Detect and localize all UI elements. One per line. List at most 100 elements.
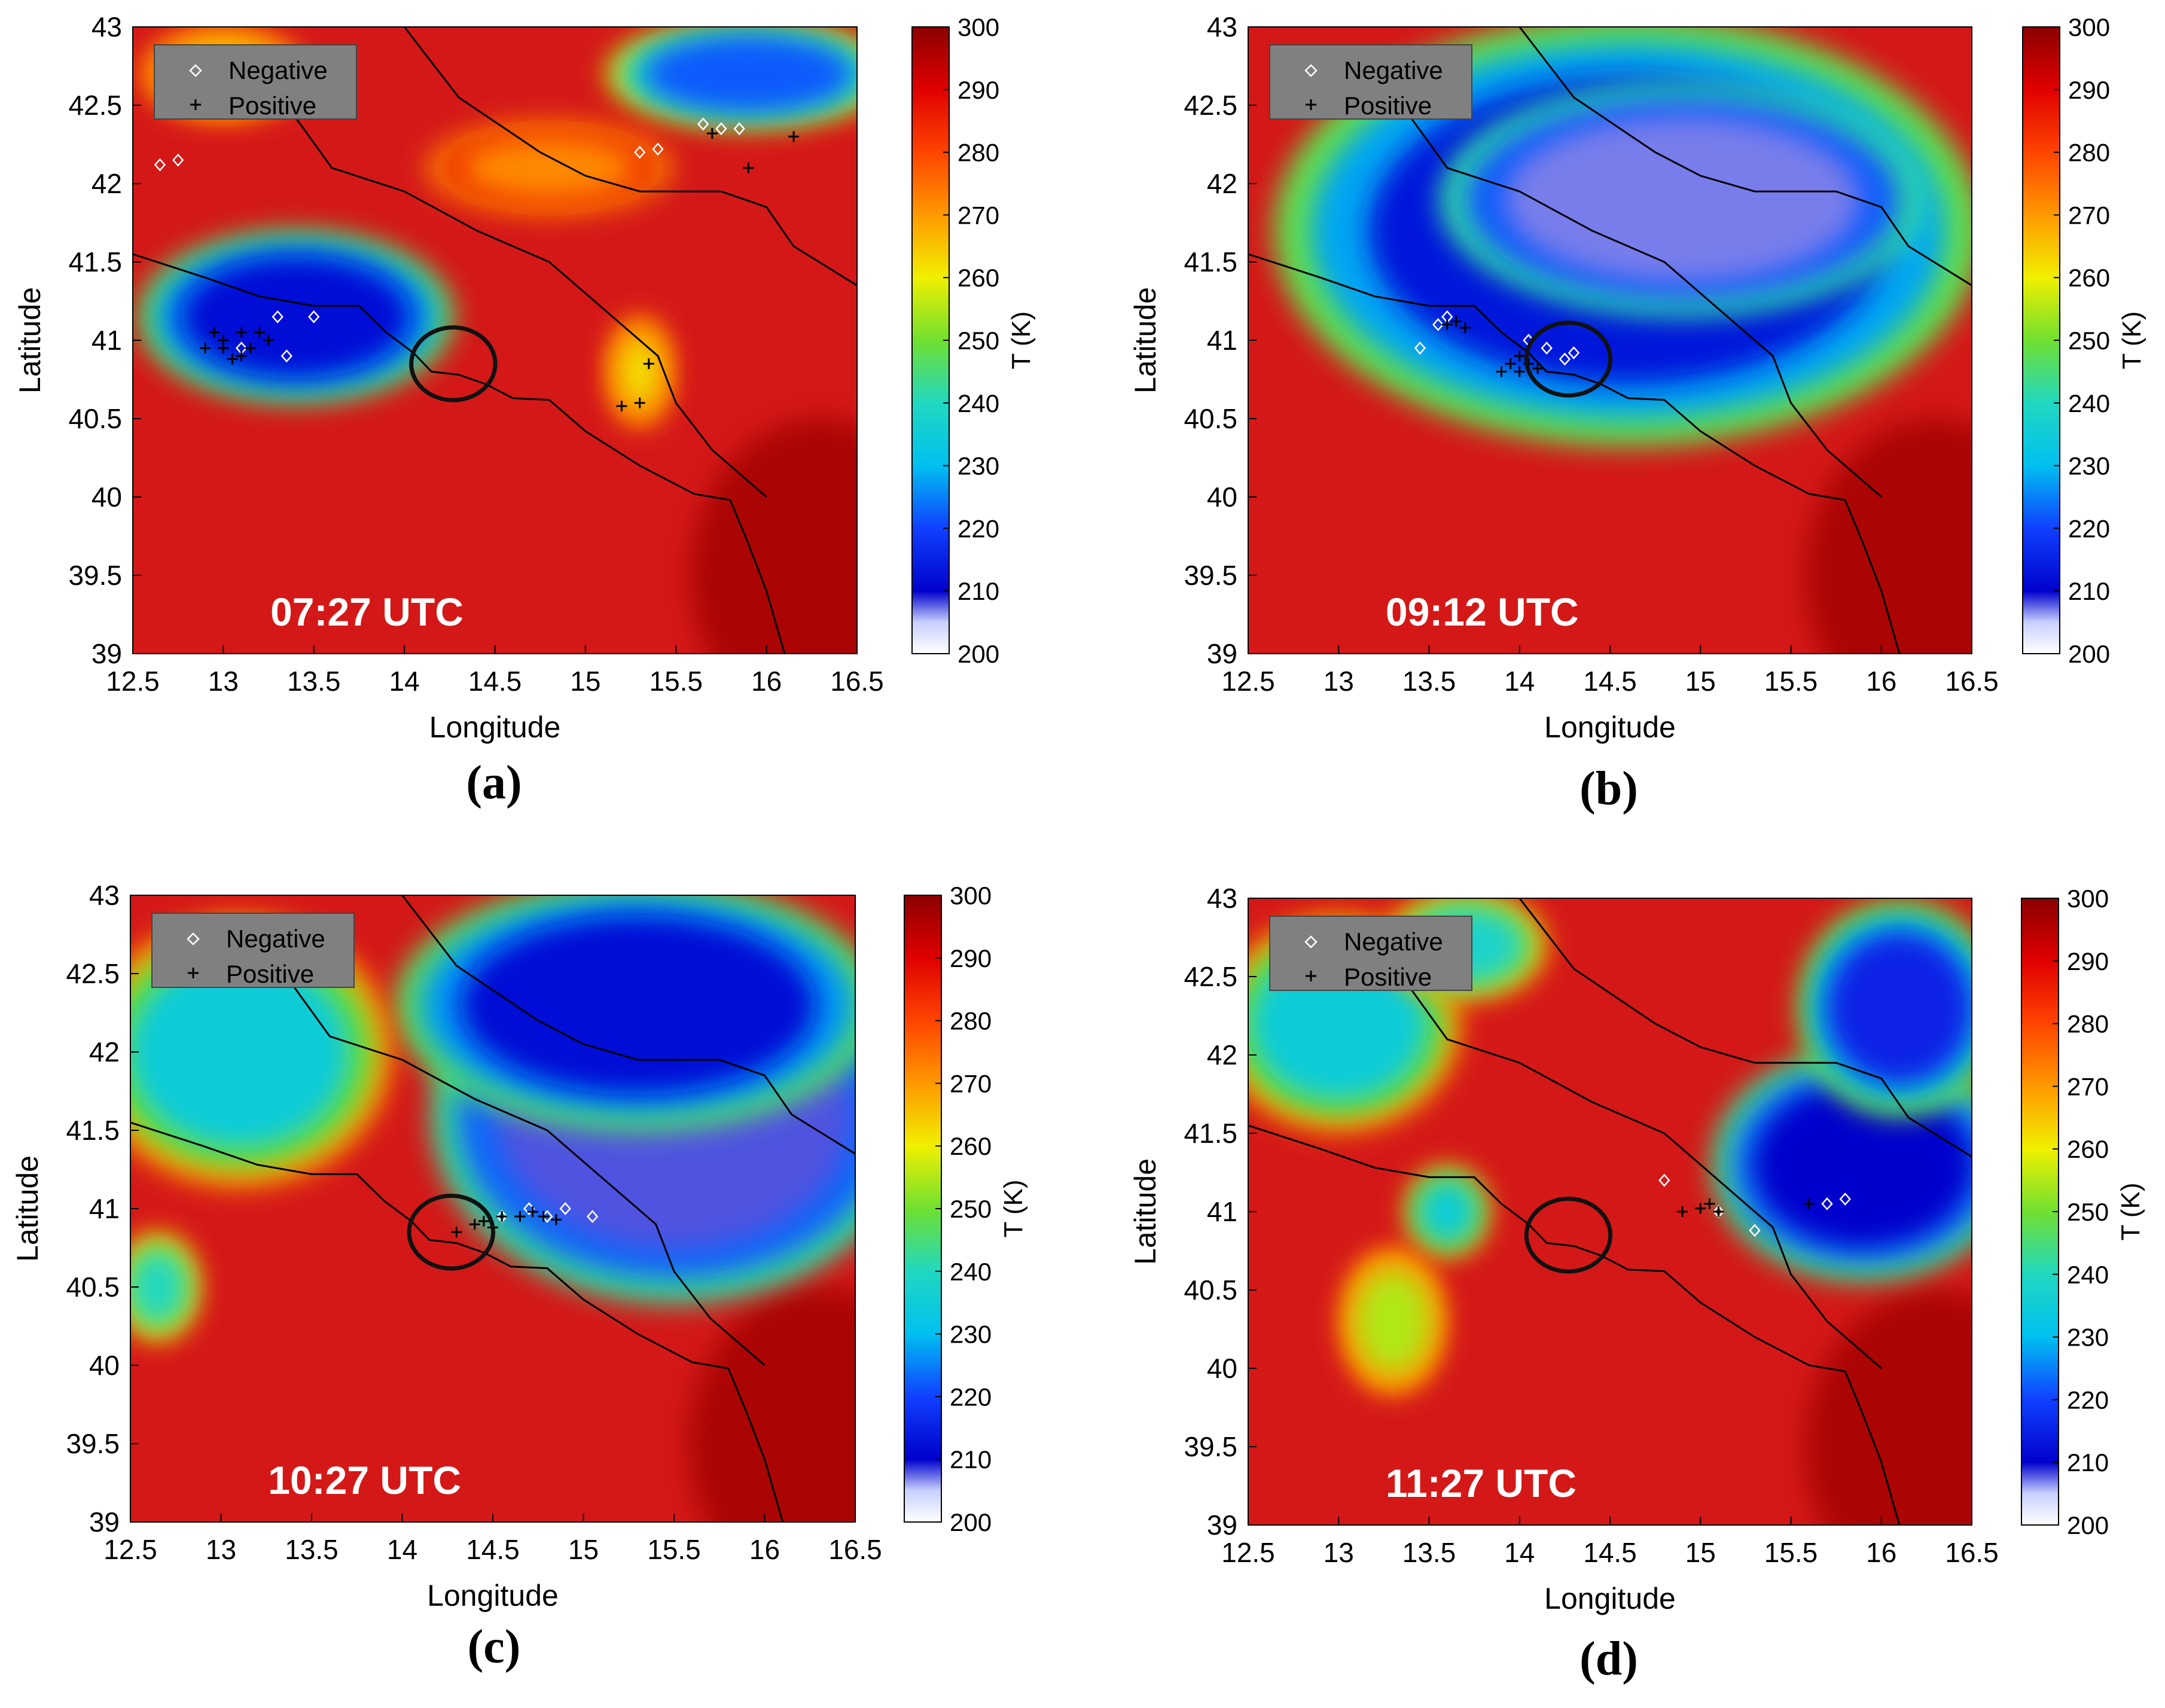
colorbar-tick-label: 300 <box>2068 13 2110 41</box>
positive-strike <box>706 128 718 139</box>
colorbar-label: T (K) <box>1007 312 1036 370</box>
y-tick-label: 39.5 <box>1184 560 1237 591</box>
positive-strike <box>1713 1206 1724 1217</box>
colorbar-tick-label: 230 <box>950 1320 992 1349</box>
y-tick-label: 43 <box>1207 11 1237 42</box>
y-tick-label: 40.5 <box>1184 403 1237 434</box>
x-tick-label: 16.5 <box>1945 666 1999 697</box>
colorbar-tick-label: 270 <box>950 1069 992 1097</box>
negative-strike <box>1749 1224 1761 1237</box>
colorbar-tick-label: 270 <box>2068 201 2110 229</box>
y-tick-label: 42.5 <box>66 958 120 989</box>
positive-strike <box>451 1227 462 1238</box>
y-tick-label: 42 <box>1207 1039 1237 1070</box>
colorbar-tick-label: 300 <box>2067 884 2109 913</box>
negative-strike <box>1432 318 1444 331</box>
panel-label: (a) <box>466 757 522 809</box>
colorbar-tick-label: 270 <box>2067 1072 2109 1100</box>
negative-strike <box>715 122 727 136</box>
colorbar-label: T (K) <box>2116 1183 2145 1241</box>
positive-strike <box>527 1206 538 1218</box>
colorbar-tick-label: 240 <box>958 389 999 417</box>
warm-area <box>1805 419 1972 654</box>
negative-strike <box>308 310 320 324</box>
positive-strike <box>236 327 247 338</box>
legend-box <box>1269 44 1472 120</box>
cloud-core <box>1417 1179 1477 1244</box>
x-tick-label: 16.5 <box>1945 1537 1999 1568</box>
colorbar <box>904 895 942 1523</box>
positive-strike <box>1460 322 1471 334</box>
x-axis-label: Longitude <box>1544 1582 1676 1615</box>
positive-strike <box>236 350 247 362</box>
positive-strike <box>1514 350 1525 362</box>
cloud-core <box>460 136 639 200</box>
legend-positive-label: Positive <box>228 92 316 120</box>
colorbar-tick-label: 260 <box>2067 1135 2109 1163</box>
colorbar-tick-label: 280 <box>2068 139 2110 167</box>
y-tick-label: 41 <box>1207 1196 1237 1227</box>
legend-positive-marker <box>190 99 201 110</box>
x-tick-label: 13.5 <box>1402 1537 1456 1568</box>
colorbar-tick-label: 200 <box>2068 640 2110 668</box>
y-axis-label: Latitude <box>1129 1158 1162 1265</box>
y-tick-label: 40 <box>89 1350 120 1381</box>
colorbar-tick-label: 220 <box>950 1383 992 1411</box>
y-tick-label: 43 <box>92 11 122 42</box>
cloud-core <box>1355 1270 1431 1373</box>
colorbar-tick-label: 220 <box>2068 514 2110 542</box>
cloud-core <box>130 1248 188 1326</box>
negative-strike <box>697 117 709 131</box>
positive-strike <box>254 327 265 338</box>
negative-strike <box>1568 346 1580 359</box>
y-tick-label: 39 <box>1207 638 1237 669</box>
negative-strike <box>733 122 745 136</box>
region-boundary <box>1401 976 1882 1370</box>
y-tick-label: 39.5 <box>1184 1431 1237 1462</box>
positive-strike <box>1803 1198 1815 1209</box>
x-tick-label: 13 <box>1324 666 1354 697</box>
x-tick-label: 15.5 <box>649 666 703 697</box>
negative-strike <box>559 1202 571 1215</box>
legend: Negative Positive <box>154 44 357 120</box>
y-tick-label: 39.5 <box>68 560 122 591</box>
colorbar <box>2022 26 2060 654</box>
area-circle <box>409 325 498 402</box>
timestamp-label: 09:12 UTC <box>1386 590 1579 634</box>
colorbar-tick-label: 250 <box>950 1195 992 1223</box>
colorbar-tick-label: 260 <box>950 1132 992 1160</box>
colorbar-label: T (K) <box>2117 312 2146 370</box>
colorbar-tick-label: 250 <box>2068 327 2110 355</box>
positive-strike <box>1441 319 1453 330</box>
x-tick-label: 14.5 <box>1583 666 1637 697</box>
colorbar-tick-label: 240 <box>2068 389 2110 417</box>
legend-box <box>1269 916 1472 991</box>
x-tick-label: 15 <box>1685 666 1716 697</box>
x-tick-label: 12.5 <box>1221 666 1275 697</box>
x-tick-label: 12.5 <box>103 1534 157 1565</box>
y-tick-label: 42.5 <box>1184 90 1237 121</box>
x-axis-label: Longitude <box>1544 710 1676 744</box>
positive-strike <box>227 353 238 365</box>
y-tick-label: 41.5 <box>1184 246 1237 277</box>
timestamp-label: 07:27 UTC <box>270 590 464 634</box>
negative-strike <box>634 145 646 159</box>
positive-strike <box>634 397 645 408</box>
adriatic-coast <box>403 27 857 286</box>
colorbar-tick-label: 290 <box>2068 76 2110 104</box>
x-tick-label: 14.5 <box>1583 1537 1637 1568</box>
warm-area <box>1805 1290 1972 1525</box>
positive-strike <box>1514 366 1525 377</box>
region-boundary <box>286 105 767 498</box>
x-tick-label: 13.5 <box>285 1534 339 1565</box>
negative-strike <box>272 310 283 324</box>
colorbar-tick-label: 290 <box>958 76 999 104</box>
positive-strike <box>1695 1203 1706 1214</box>
legend-positive-label: Positive <box>226 960 314 988</box>
area-circle <box>1524 1197 1613 1274</box>
legend-negative-marker <box>189 64 202 77</box>
y-axis-label: Latitude <box>1129 287 1162 394</box>
y-tick-label: 39 <box>89 1506 120 1538</box>
colorbar-tick-label: 280 <box>950 1007 992 1035</box>
